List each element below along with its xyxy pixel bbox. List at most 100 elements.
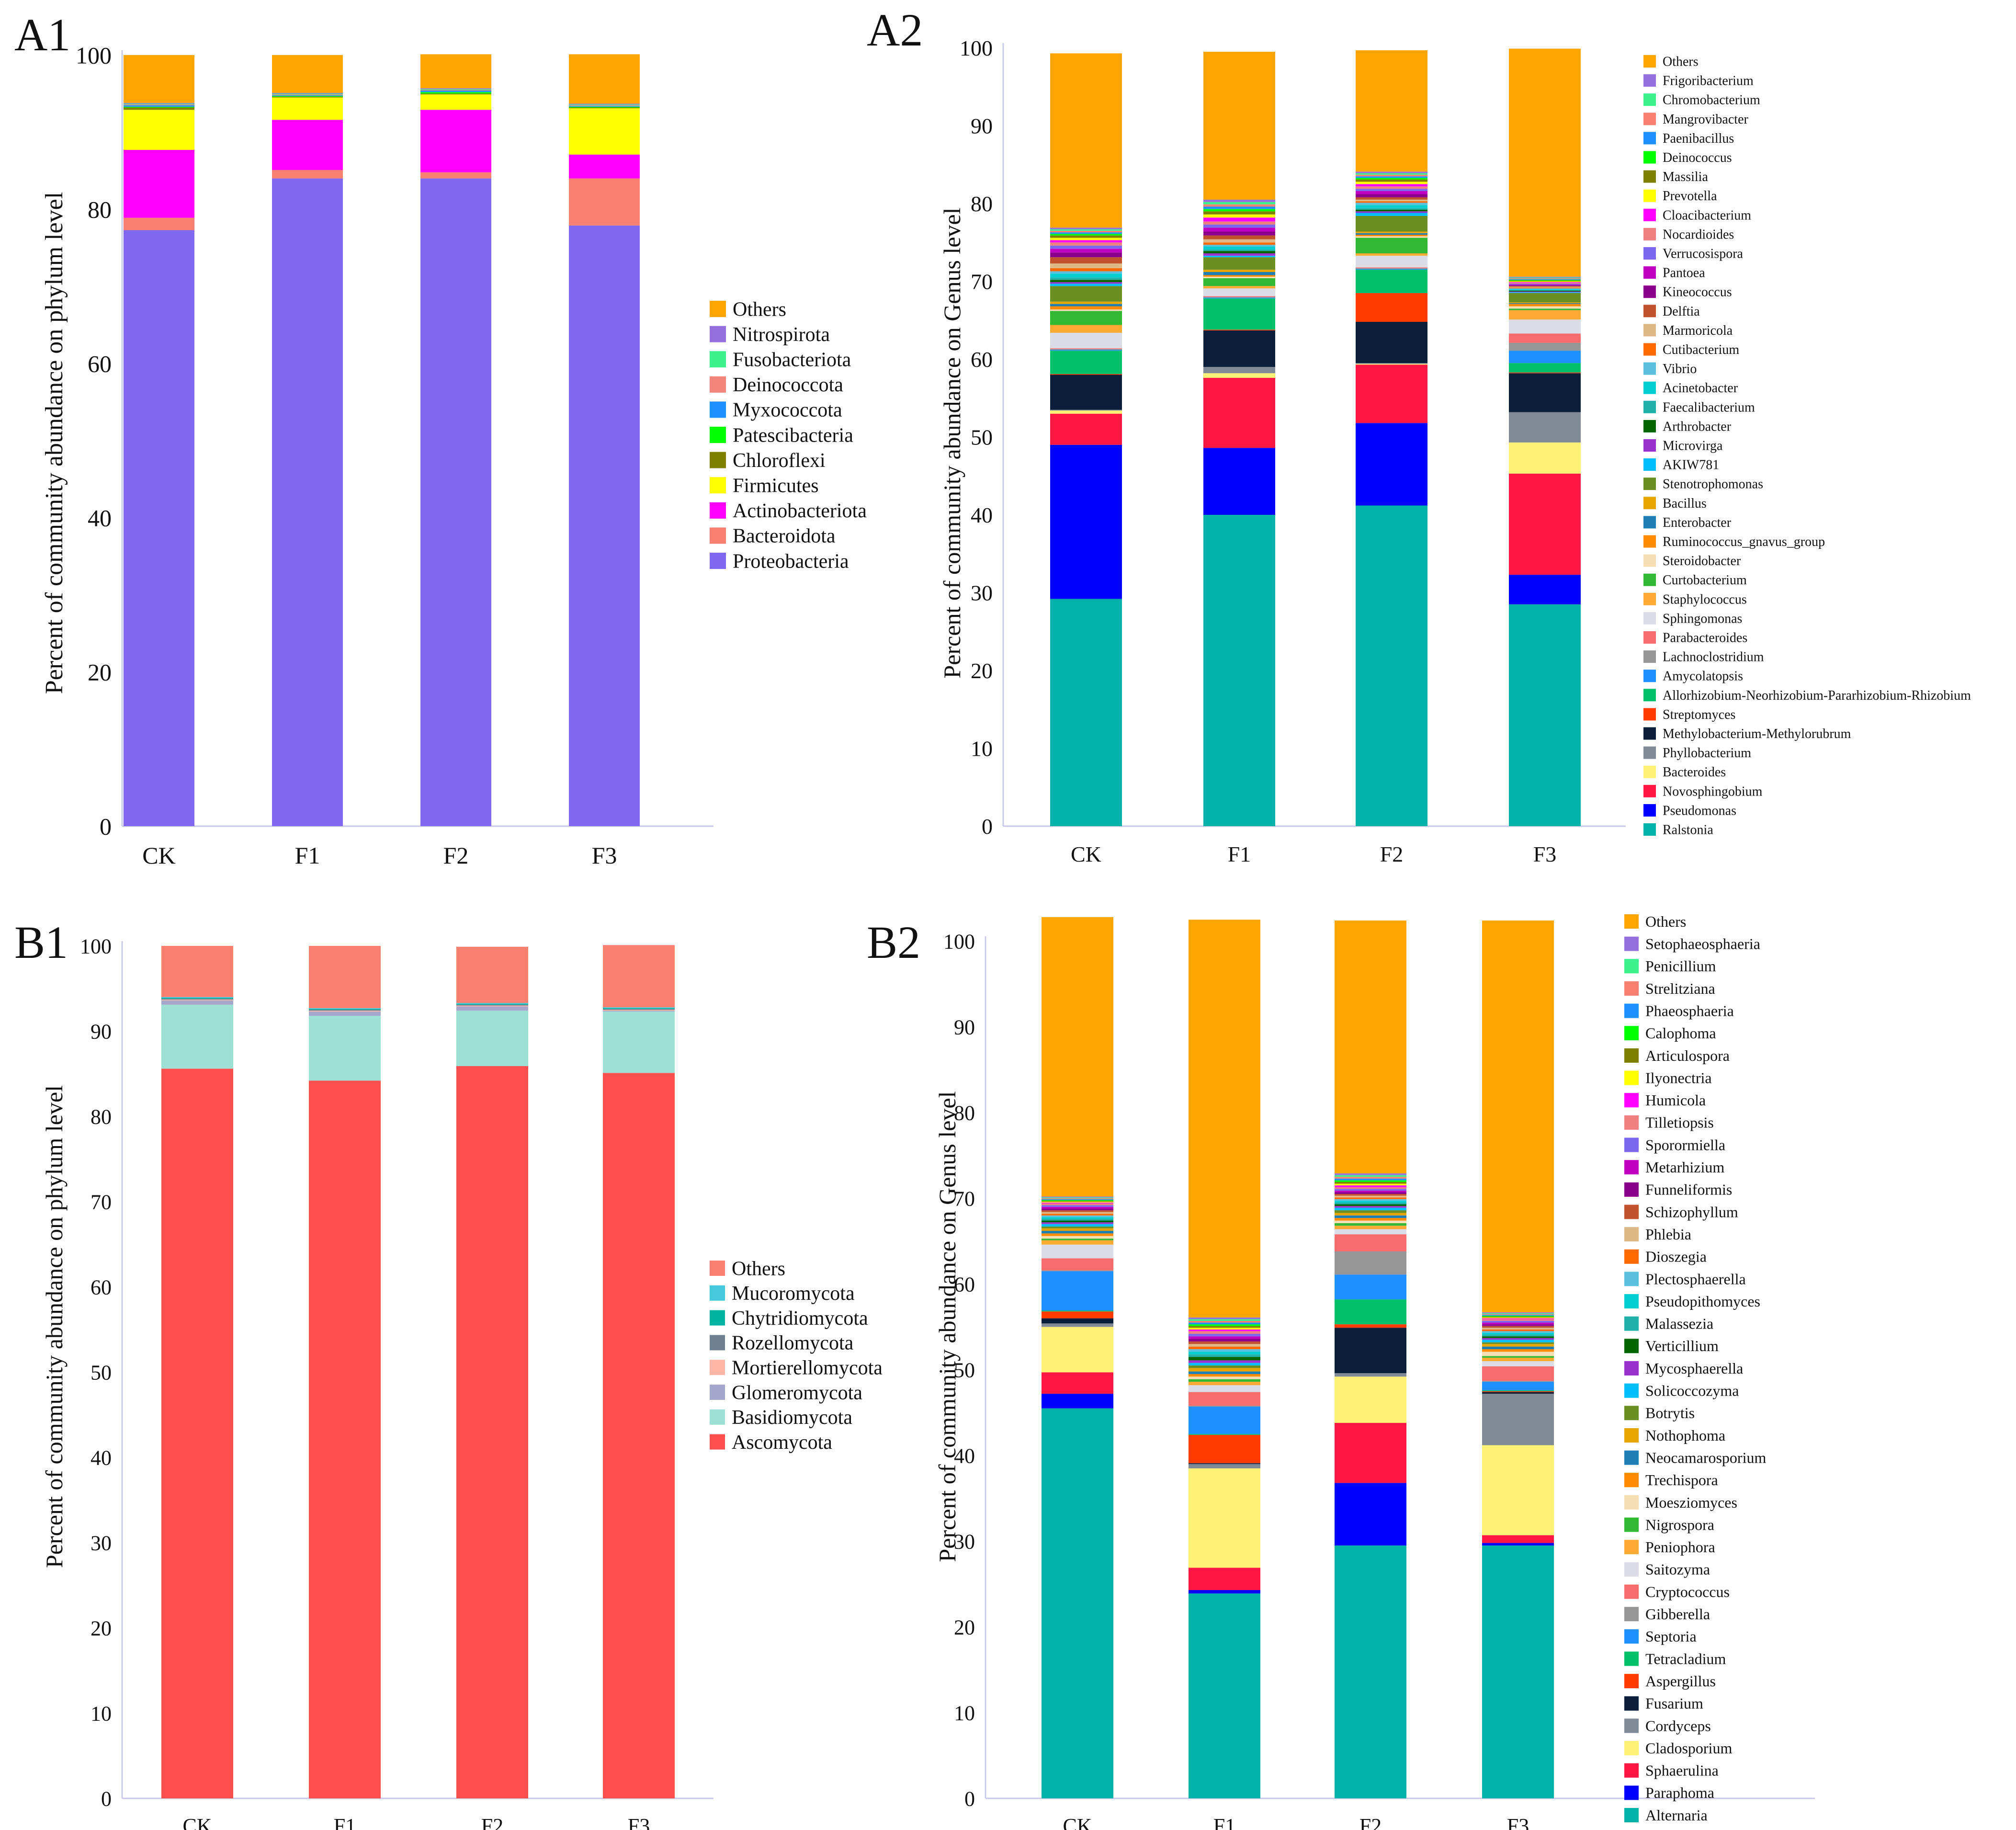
- bar-segment-f3-microvirga: [1509, 291, 1581, 293]
- bar-segment-ck-cloacibacterium: [1050, 240, 1122, 243]
- bar-segment-f1-chytridiomycota: [309, 1009, 381, 1010]
- legend-swatch-phyllobacterium: [1643, 746, 1656, 759]
- y-tick-label: 60: [954, 1273, 975, 1296]
- y-tick-label: 40: [88, 505, 112, 532]
- legend-swatch-calophoma: [1624, 1026, 1639, 1041]
- bar-segment-f3-basidiomycota: [603, 1012, 675, 1073]
- bar-segment-f2-frigoribacterium: [1356, 171, 1427, 173]
- y-axis-title: Percent of community abundance on Genus …: [939, 207, 965, 678]
- legend-label-kineococcus: Kineococcus: [1663, 285, 1732, 300]
- bar-segment-f3-mortierellomycota: [603, 1010, 675, 1011]
- legend-label-gibberella: Gibberella: [1645, 1605, 1710, 1623]
- bar-segment-ck-delftia: [1050, 257, 1122, 264]
- bar-segment-f1-cordyceps: [1189, 1464, 1260, 1468]
- legend-label-funneliformis: Funneliformis: [1645, 1181, 1732, 1198]
- bar-segment-f3-frigoribacterium: [1509, 276, 1581, 278]
- bar-segment-ck-glomeromycota: [161, 1000, 233, 1005]
- y-tick-label: 70: [91, 1190, 112, 1214]
- bar-segment-f3-dioszegia: [1482, 1329, 1554, 1331]
- y-tick-label: 60: [971, 347, 993, 372]
- bar-segment-f1-alternaria: [1189, 1593, 1260, 1798]
- legend-swatch-saitozyma: [1624, 1562, 1639, 1577]
- bar-segment-ck-parabacteroides: [1050, 348, 1122, 349]
- bar-segment-f3-ralstonia: [1509, 604, 1581, 826]
- bar-segment-ck-firmicutes: [124, 110, 194, 150]
- y-tick-label: 30: [91, 1531, 112, 1555]
- x-tick-label: F1: [295, 842, 320, 869]
- panel-label: B1: [14, 917, 68, 968]
- bar-segment-f1-fusobacteriota: [272, 93, 343, 95]
- bar-segment-f2-acinetobacter: [1356, 205, 1427, 208]
- bar-segment-f1-patescibacteria: [272, 96, 343, 97]
- legend-label-streptomyces: Streptomyces: [1663, 707, 1735, 722]
- y-tick-label: 40: [954, 1444, 975, 1467]
- legend-label-bacteroides: Bacteroides: [1663, 765, 1726, 780]
- y-tick-label: 70: [971, 270, 993, 294]
- legend-swatch-mangrovibacter: [1643, 113, 1656, 125]
- bar-segment-ck-basidiomycota: [161, 1004, 233, 1069]
- y-tick-label: 20: [88, 659, 112, 686]
- bar-segment-f1-myxococcota: [272, 95, 343, 96]
- bar-segment-f2-septoria: [1335, 1274, 1406, 1300]
- bar-segment-ck-pseudopithomyces: [1042, 1217, 1113, 1219]
- legend-swatch-mycosphaerella: [1624, 1361, 1639, 1375]
- legend-label-rozellomycota: Rozellomycota: [732, 1332, 854, 1354]
- bar-segment-f2-patescibacteria: [420, 92, 491, 94]
- bar-segment-ck-chytridiomycota: [161, 998, 233, 999]
- x-tick-label: F3: [1507, 1814, 1529, 1830]
- legend-label-saitozyma: Saitozyma: [1645, 1561, 1710, 1578]
- y-tick-label: 80: [954, 1101, 975, 1125]
- y-tick-label: 80: [971, 192, 993, 216]
- bar-segment-f3-allorhizobium-neorhizobium-pararhizobium-rhizobium: [1509, 363, 1581, 373]
- bar-segment-f1-nitrospirota: [272, 92, 343, 94]
- legend-swatch-actinobacteriota: [710, 502, 726, 519]
- legend-swatch-sphingomonas: [1643, 612, 1656, 625]
- bar-segment-f2-cladosporium: [1335, 1376, 1406, 1423]
- legend-swatch-rozellomycota: [710, 1335, 725, 1351]
- bar-segment-f1-fusarium: [1189, 1463, 1260, 1464]
- bar-segment-f1-nigrospora: [1189, 1379, 1260, 1382]
- bar-segment-f2-deinococcus: [1356, 178, 1427, 180]
- legend-swatch-alternaria: [1624, 1808, 1639, 1822]
- legend-label-delftia: Delftia: [1663, 304, 1700, 319]
- x-tick-label: F3: [628, 1814, 650, 1830]
- bar-segment-f3-aspergillus: [1482, 1391, 1554, 1392]
- bar-segment-ck-amycolatopsis: [1050, 350, 1122, 351]
- bar-segment-f3-vibrio: [1509, 288, 1581, 289]
- bar-segment-f2-aspergillus: [1335, 1324, 1406, 1328]
- legend-label-paraphoma: Paraphoma: [1645, 1784, 1714, 1801]
- bar-segment-f2-sphaerulina: [1335, 1422, 1406, 1483]
- legend-swatch-schizophyllum: [1624, 1205, 1639, 1219]
- legend-label-ralstonia: Ralstonia: [1663, 823, 1713, 838]
- legend-label-septoria: Septoria: [1645, 1628, 1697, 1645]
- bar-segment-ck-streptomyces: [1050, 374, 1122, 375]
- legend-swatch-malassezia: [1624, 1316, 1639, 1331]
- bar-segment-f1-proteobacteria: [272, 178, 343, 827]
- bar-segment-ck-patescibacteria: [124, 106, 194, 108]
- bar-segment-f3-pantoea: [1509, 284, 1581, 285]
- y-axis-title: Percent of community abundance on Genus …: [934, 1091, 961, 1562]
- bar-segment-f1-firmicutes: [272, 97, 343, 120]
- legend-swatch-humicola: [1624, 1093, 1639, 1108]
- bar-segment-f1-bacteroidota: [272, 170, 343, 179]
- bar-segment-f1-ruminococcus-gnavus-group: [1203, 275, 1275, 277]
- legend-swatch-glomeromycota: [710, 1385, 725, 1400]
- bar-segment-f1-aspergillus: [1189, 1435, 1260, 1464]
- bar-segment-ck-actinobacteriota: [124, 150, 194, 218]
- bar-segment-f3-stenotrophomonas: [1509, 293, 1581, 303]
- bar-segment-ck-bacteroides: [1050, 410, 1122, 414]
- bar-segment-f3-cordyceps: [1482, 1394, 1554, 1445]
- legend-swatch-mucoromycota: [710, 1285, 725, 1301]
- bar-segment-f2-gibberella: [1335, 1251, 1406, 1275]
- bar-segment-f3-methylobacterium-methylorubrum: [1509, 373, 1581, 412]
- legend-label-neocamarosporium: Neocamarosporium: [1645, 1449, 1766, 1466]
- bar-segment-ck-lachnoclostridium: [1050, 349, 1122, 350]
- bar-segment-f1-cloacibacterium: [1203, 217, 1275, 222]
- legend-swatch-septoria: [1624, 1629, 1639, 1644]
- bar-segment-f3-actinobacteriota: [569, 154, 640, 179]
- legend-label-basidiomycota: Basidiomycota: [732, 1407, 852, 1429]
- legend-label-cladosporium: Cladosporium: [1645, 1739, 1732, 1757]
- legend-label-lachnoclostridium: Lachnoclostridium: [1663, 650, 1764, 665]
- bar-segment-ck-paraphoma: [1042, 1394, 1113, 1409]
